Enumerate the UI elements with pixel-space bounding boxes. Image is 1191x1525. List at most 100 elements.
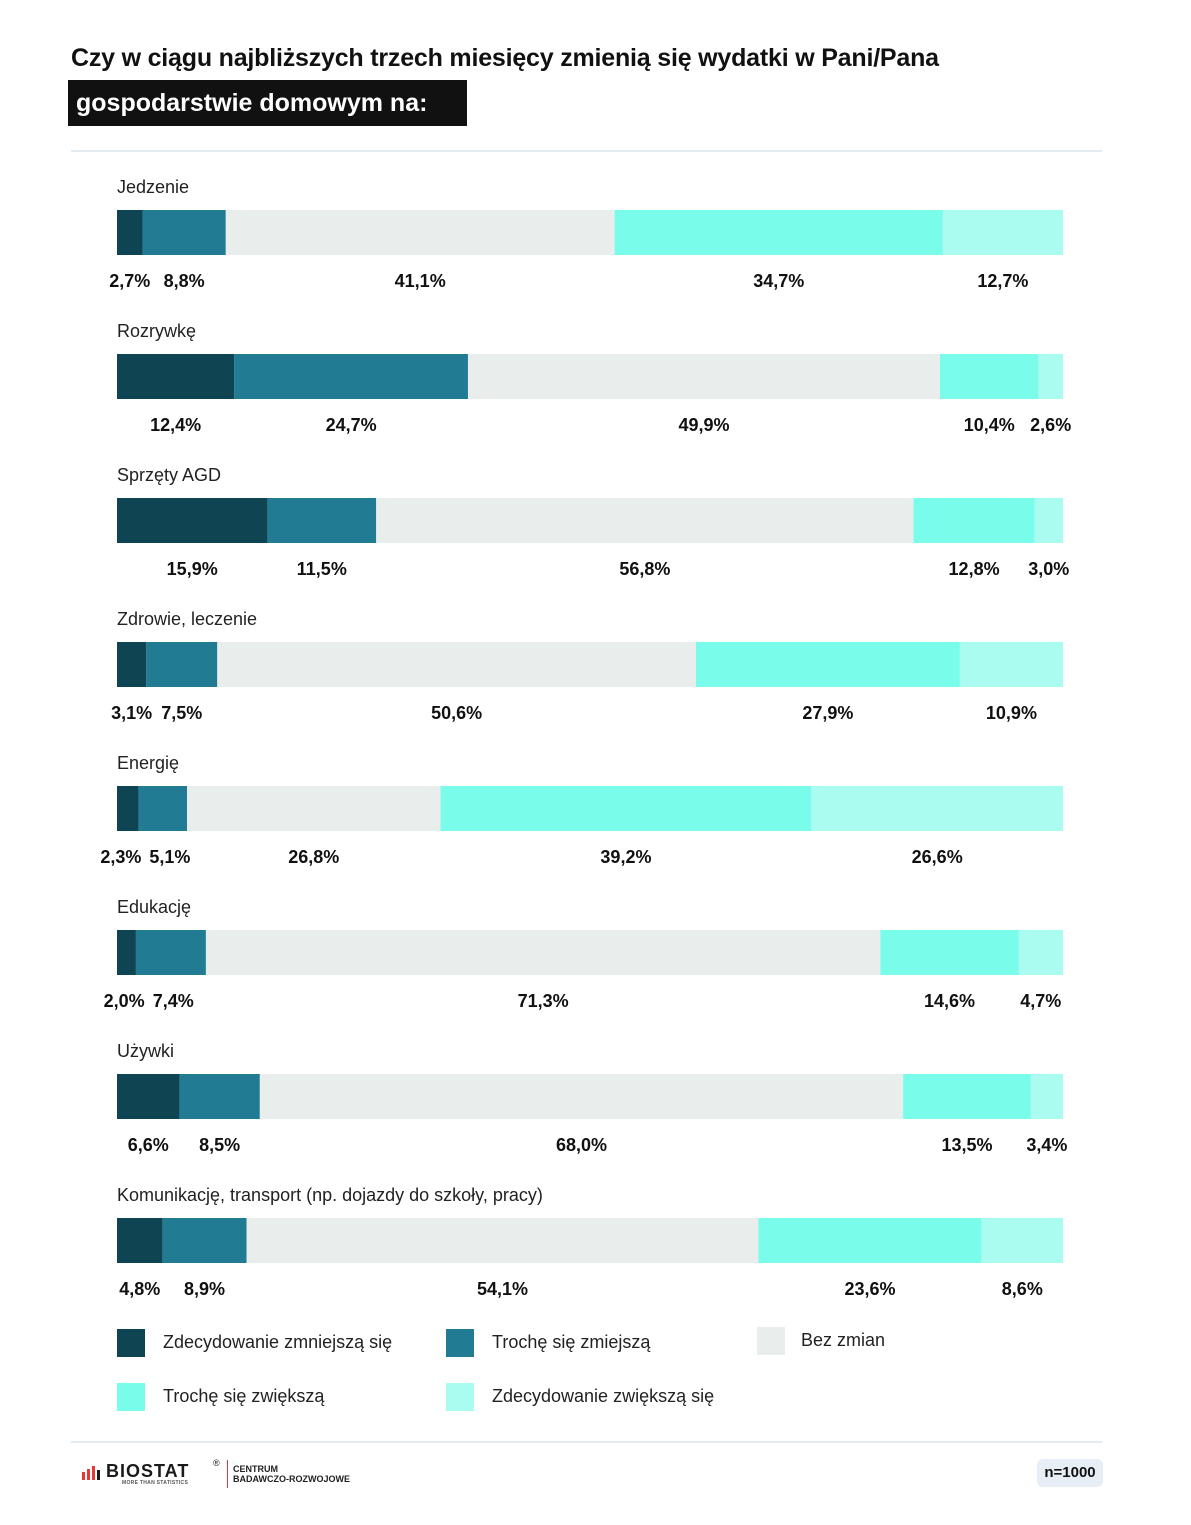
- bar-segment: [758, 1218, 982, 1263]
- bar-segment: [246, 1218, 759, 1263]
- legend-label: Zdecydowanie zwiększą się: [492, 1386, 715, 1406]
- logo-divider: [227, 1460, 228, 1488]
- sample-size-badge: n=1000: [1037, 1459, 1103, 1487]
- brand-name: BIOSTAT: [106, 1461, 190, 1481]
- bar-segment: [811, 786, 1063, 831]
- legend-swatch: [757, 1327, 785, 1355]
- data-label: 50,6%: [431, 703, 482, 723]
- bottom-divider: [71, 1441, 1102, 1443]
- data-label: 54,1%: [477, 1279, 528, 1299]
- stacked-bar-chart: Jedzenie 2,7% 8,8% 41,1% 34,7% 12,7% Rozrywkę 1…: [100, 177, 1071, 1299]
- legend-label: Trochę się zmiejszą: [492, 1332, 651, 1352]
- data-label: 24,7%: [326, 415, 377, 435]
- bar-segment: [1034, 498, 1063, 543]
- bar-segment: [1030, 1074, 1063, 1119]
- data-label: 26,8%: [288, 847, 339, 867]
- bar-segment: [217, 642, 696, 687]
- bar-segment: [880, 930, 1019, 975]
- category-label: Sprzęty AGD: [117, 465, 221, 485]
- bar-segment: [614, 210, 943, 255]
- bar-segment: [1018, 930, 1063, 975]
- bar-segment: [376, 498, 914, 543]
- bar-segment: [234, 354, 468, 399]
- data-label: 10,9%: [986, 703, 1037, 723]
- legend-swatch: [117, 1329, 145, 1357]
- top-divider: [71, 150, 1102, 152]
- legend-swatch: [117, 1383, 145, 1411]
- bar-segment: [117, 1218, 163, 1263]
- data-label: 39,2%: [600, 847, 651, 867]
- data-label: 4,7%: [1020, 991, 1061, 1011]
- category-label: Rozrywkę: [117, 321, 196, 341]
- bar-segment: [1038, 354, 1063, 399]
- data-label: 14,6%: [924, 991, 975, 1011]
- data-label: 23,6%: [844, 1279, 895, 1299]
- bar-segment: [225, 210, 615, 255]
- bar-segment: [467, 354, 941, 399]
- category-label: Zdrowie, leczenie: [117, 609, 257, 629]
- data-label: 56,8%: [619, 559, 670, 579]
- legend-swatch: [446, 1329, 474, 1357]
- data-label: 26,6%: [912, 847, 963, 867]
- bar-segment: [117, 642, 147, 687]
- bar-segment: [981, 1218, 1063, 1263]
- category-label: Edukację: [117, 897, 191, 917]
- data-label: 8,8%: [164, 271, 205, 291]
- data-label: 8,6%: [1002, 1279, 1043, 1299]
- data-label: 8,9%: [184, 1279, 225, 1299]
- chart-title: Czy w ciągu najbliższych trzech miesięcy…: [71, 44, 939, 72]
- data-label: 2,0%: [104, 991, 145, 1011]
- data-label: 3,4%: [1026, 1135, 1067, 1155]
- data-label: 49,9%: [678, 415, 729, 435]
- data-label: 5,1%: [149, 847, 190, 867]
- bar-chart-icon: [82, 1466, 100, 1480]
- data-label: 27,9%: [802, 703, 853, 723]
- data-label: 4,8%: [119, 1279, 160, 1299]
- data-label: 71,3%: [518, 991, 569, 1011]
- bar-segment: [913, 498, 1035, 543]
- legend-label: Bez zmian: [801, 1330, 886, 1350]
- data-label: 2,6%: [1030, 415, 1071, 435]
- data-label: 41,1%: [395, 271, 446, 291]
- bar-segment: [117, 210, 143, 255]
- data-label: 10,4%: [964, 415, 1015, 435]
- data-label: 3,0%: [1028, 559, 1069, 579]
- bar-segment: [135, 930, 206, 975]
- data-label: 3,1%: [111, 703, 152, 723]
- bar-segment: [942, 210, 1063, 255]
- bar-segment: [179, 1074, 260, 1119]
- bar-segment: [162, 1218, 247, 1263]
- category-label: Energię: [117, 753, 179, 773]
- data-label: 12,8%: [949, 559, 1000, 579]
- chart-title-highlight: gospodarstwie domowym na:: [68, 80, 467, 126]
- bar-segment: [142, 210, 226, 255]
- bar-segment: [117, 930, 136, 975]
- data-label: 11,5%: [297, 559, 347, 579]
- legend-label: Trochę się zwiększą: [163, 1386, 325, 1406]
- bar-segment: [117, 354, 235, 399]
- bar-segment: [146, 642, 218, 687]
- data-label: 12,4%: [150, 415, 201, 435]
- center-name-line1: CENTRUM: [233, 1464, 278, 1474]
- bar-segment: [205, 930, 881, 975]
- bar-segment: [117, 498, 268, 543]
- brand-tagline: MORE THAN STATISTICS: [122, 1480, 189, 1486]
- data-label: 7,5%: [161, 703, 202, 723]
- bar-segment: [440, 786, 812, 831]
- category-label: Jedzenie: [117, 177, 189, 197]
- registered-mark: ®: [213, 1458, 220, 1468]
- bar-segment: [117, 1074, 180, 1119]
- bar-segment: [259, 1074, 904, 1119]
- bar-segment: [959, 642, 1063, 687]
- bar-segment: [267, 498, 377, 543]
- data-label: 15,9%: [167, 559, 218, 579]
- data-label: 6,6%: [128, 1135, 169, 1155]
- legend-label: Zdecydowanie zmniejszą się: [163, 1332, 393, 1352]
- bar-segment: [138, 786, 188, 831]
- biostat-logo: BIOSTAT ® MORE THAN STATISTICS CENTRUM B…: [82, 1458, 372, 1492]
- center-name: CENTRUM BADAWCZO-ROZWOJOWE: [233, 1464, 350, 1484]
- data-label: 68,0%: [556, 1135, 607, 1155]
- data-label: 2,3%: [100, 847, 141, 867]
- bar-segment: [903, 1074, 1031, 1119]
- center-name-line2: BADAWCZO-ROZWOJOWE: [233, 1474, 350, 1484]
